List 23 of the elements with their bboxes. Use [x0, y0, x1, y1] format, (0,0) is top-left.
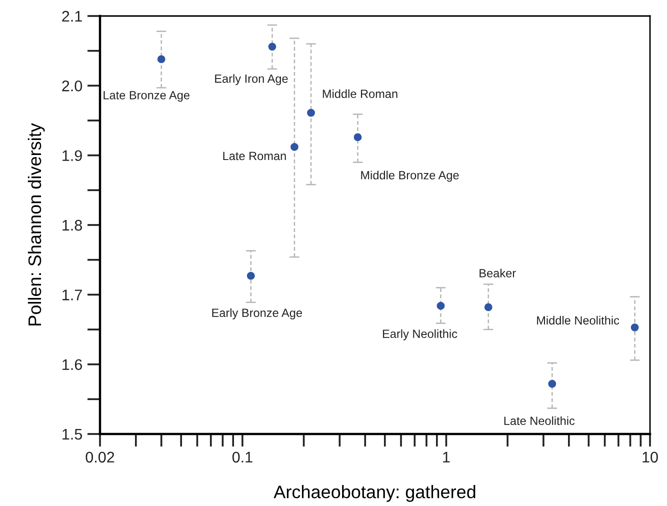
y-axis-title: Pollen: Shannon diversity	[28, 123, 45, 326]
y-tick-label: 1.6	[62, 359, 82, 370]
x-tick-label: 10	[642, 452, 658, 463]
y-tick-label: 1.8	[62, 220, 82, 231]
x-tick-label: 0.1	[232, 452, 252, 463]
x-tick-label: 1	[443, 452, 450, 462]
annotation: Late Roman	[223, 152, 286, 160]
annotation: Beaker	[480, 268, 516, 278]
annotation: Early Neolithic	[382, 329, 458, 340]
annotation: Middle Roman	[322, 89, 398, 98]
y-tick-label: 1.7	[62, 290, 82, 300]
annotation: Early Bronze Age	[212, 308, 302, 320]
annotation: Middle Neolithic	[537, 316, 620, 325]
annotation: Late Neolithic	[504, 416, 575, 426]
y-tick-label: 1.5	[62, 429, 82, 440]
y-tick-label: 2.1	[62, 10, 82, 22]
x-tick-label: 0.02	[86, 452, 114, 463]
y-tick-label: 2.0	[62, 80, 82, 92]
x-axis-title: Archaeobotany: gathered	[274, 485, 476, 502]
annotation: Middle Bronze Age	[361, 170, 459, 182]
y-tick-label: 1.9	[62, 150, 82, 162]
annotation: Late Bronze Age	[104, 91, 190, 102]
annotation: Early Iron Age	[215, 74, 288, 86]
